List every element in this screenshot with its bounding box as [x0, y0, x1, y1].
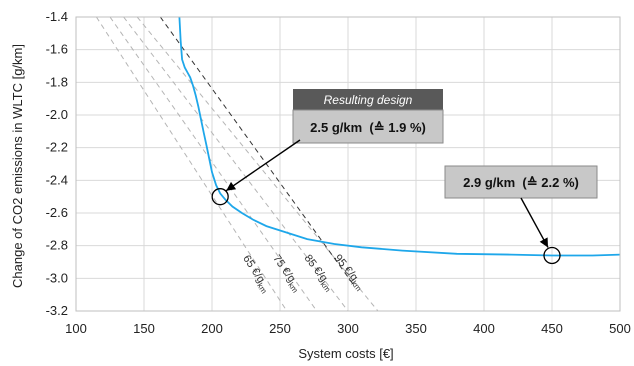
y-tick-label: -2.4: [46, 172, 68, 187]
x-tick-label: 500: [609, 321, 631, 336]
y-tick-label: -2.8: [46, 238, 68, 253]
callout-arrows: [225, 139, 549, 248]
callout-arrowhead: [226, 181, 237, 191]
x-tick-label: 200: [201, 321, 223, 336]
callout-arrow: [520, 197, 549, 248]
callout-arrowhead: [539, 237, 548, 248]
iso-cost-line: [159, 17, 356, 287]
iso-cost-line: [123, 17, 349, 311]
callout-resulting-design: Resulting design 2.5 g/km (≙ 1.9 %): [292, 89, 444, 144]
y-tick-label: -1.6: [46, 42, 68, 57]
x-tick-label: 100: [65, 321, 87, 336]
callout-body-box: [444, 165, 598, 199]
series: [178, 16, 621, 257]
series-line: [178, 16, 621, 257]
y-tick-labels: -1.4 -1.6 -1.8 -2.0 -2.2 -2.4 -2.6 -2.8 -3.0 -3.2: [46, 9, 68, 318]
design-point-marker: [211, 188, 229, 206]
x-tick-label: 250: [269, 321, 291, 336]
plot-border: [75, 16, 621, 312]
iso-cost-label: 95 €/gkm: [330, 252, 367, 293]
x-tick-label: 450: [541, 321, 563, 336]
iso-cost-label: 65 €/gkm: [239, 253, 273, 296]
x-axis-title: System costs [€]: [298, 346, 393, 361]
y-tick-label: -3.0: [46, 270, 68, 285]
x-tick-label: 400: [473, 321, 495, 336]
markers: [211, 188, 561, 265]
design-point-marker: [543, 246, 561, 265]
iso-cost-lines: [95, 17, 379, 311]
iso-cost-line: [95, 17, 288, 311]
iso-cost-line: [136, 17, 379, 311]
callout-arrow: [225, 139, 301, 192]
iso-cost-label: 75 €/gkm: [269, 253, 304, 295]
y-tick-label: -2.0: [46, 107, 68, 122]
callout-body-box: [292, 109, 444, 144]
x-tick-label: 300: [337, 321, 359, 336]
callout-value-text: 2.5 g/km (≙ 1.9 %): [310, 120, 426, 135]
y-axis-title: Change of CO2 emissions in WLTC [g/km]: [10, 44, 25, 288]
y-tick-label: -1.8: [46, 74, 68, 89]
x-tick-label: 350: [405, 321, 427, 336]
iso-cost-label: 85 €/gkm: [300, 253, 336, 295]
x-tick-labels: 100 150 200 250 300 350 400 450 500: [65, 321, 631, 336]
callout-header-text: Resulting design: [324, 93, 413, 107]
y-tick-label: -2.2: [46, 140, 68, 155]
iso-cost-line: [109, 17, 318, 311]
callout-max-reduction: 2.9 g/km (≙ 2.2 %): [444, 165, 598, 199]
x-tick-label: 150: [133, 321, 155, 336]
callout-header-box: [293, 89, 443, 110]
y-tick-label: -2.6: [46, 205, 68, 220]
plot-frame: [75, 16, 621, 312]
y-tick-label: -1.4: [46, 9, 68, 24]
callout-value-text: 2.9 g/km (≙ 2.2 %): [463, 175, 579, 190]
y-tick-label: -3.2: [46, 303, 68, 318]
